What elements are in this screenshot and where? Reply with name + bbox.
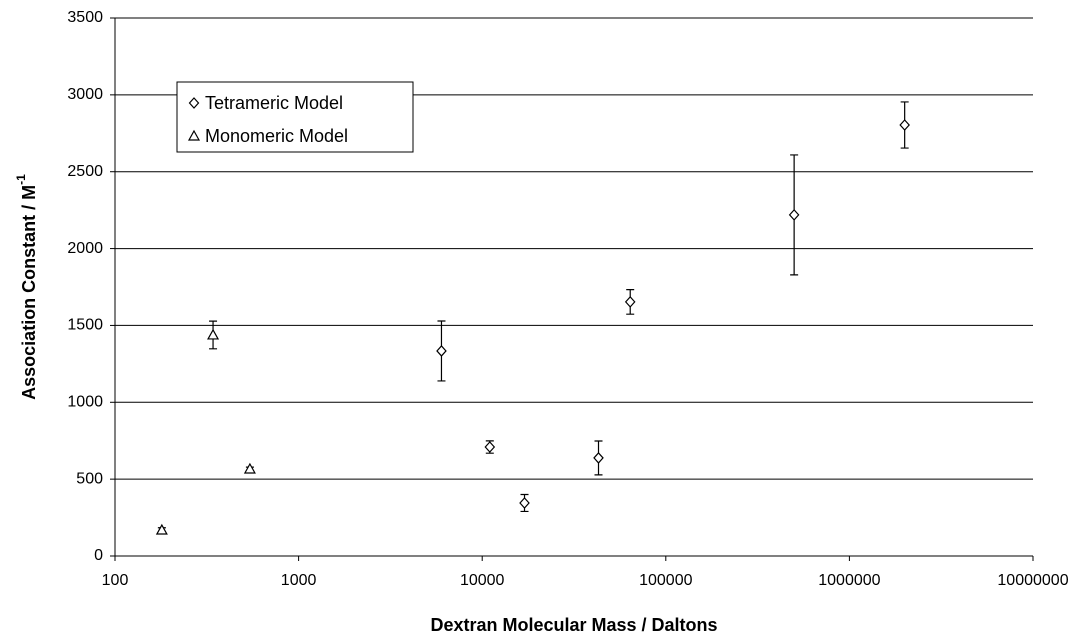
y-axis-label: Association Constant / M-1 — [14, 174, 39, 400]
legend-label: Monomeric Model — [205, 126, 348, 146]
y-tick-label: 3000 — [67, 86, 103, 103]
y-tick-label: 1000 — [67, 394, 103, 411]
y-tick-label: 1500 — [67, 317, 103, 334]
point — [624, 296, 636, 308]
point — [207, 328, 220, 340]
y-tick-label: 2000 — [67, 240, 103, 257]
x-tick-label: 100000 — [639, 572, 692, 589]
point — [593, 452, 604, 464]
point — [519, 497, 530, 509]
legend-marker — [187, 129, 201, 141]
x-tick-label: 1000000 — [818, 572, 880, 589]
x-tick-label: 10000000 — [997, 572, 1068, 589]
x-tick-label: 10000 — [460, 572, 505, 589]
y-tick-label: 0 — [94, 547, 103, 564]
point — [484, 441, 496, 453]
x-tick-label: 1000 — [281, 572, 317, 589]
y-tick-label: 2500 — [67, 163, 103, 180]
point — [899, 119, 910, 131]
point — [155, 523, 168, 535]
legend-label: Tetrameric Model — [205, 93, 343, 113]
x-tick-label: 100 — [102, 572, 129, 589]
y-tick-label: 3500 — [67, 9, 103, 26]
point — [788, 209, 800, 221]
legend-box — [176, 81, 414, 153]
point — [436, 345, 447, 357]
y-axis-label-main: Association Constant / M — [19, 185, 39, 400]
y-tick-label: 500 — [76, 470, 103, 487]
point — [243, 462, 256, 474]
x-axis-label: Dextran Molecular Mass / Daltons — [430, 615, 717, 635]
legend-marker — [188, 97, 200, 109]
y-axis-label-sup: -1 — [14, 174, 28, 185]
